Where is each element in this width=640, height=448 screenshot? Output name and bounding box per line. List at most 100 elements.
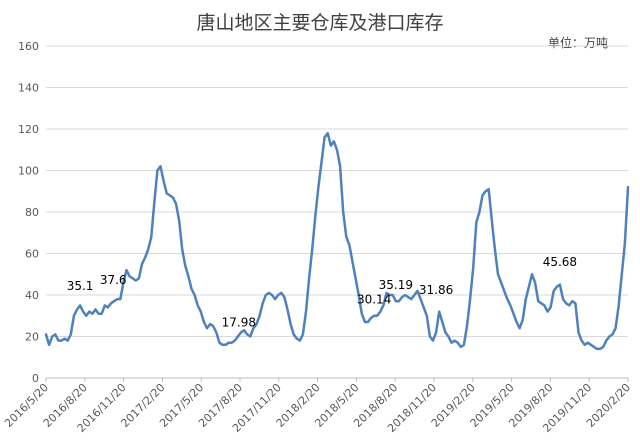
- data-point: [488, 188, 490, 190]
- data-point: [135, 280, 137, 282]
- data-point: [283, 296, 285, 298]
- data-label: 37.6: [100, 273, 127, 287]
- data-point: [191, 288, 193, 290]
- data-point: [608, 336, 610, 338]
- y-tick-label: 60: [25, 248, 39, 261]
- data-point: [494, 248, 496, 250]
- data-point: [355, 277, 357, 279]
- data-point: [392, 294, 394, 296]
- y-tick-label: 80: [25, 206, 39, 219]
- data-point: [562, 298, 564, 300]
- data-point: [116, 298, 118, 300]
- data-point: [246, 333, 248, 335]
- data-point: [522, 319, 524, 321]
- data-point: [503, 290, 505, 292]
- data-point: [605, 340, 607, 342]
- data-point: [596, 348, 598, 350]
- data-point: [624, 242, 626, 244]
- data-point: [259, 315, 261, 317]
- data-point: [271, 294, 273, 296]
- data-point: [615, 327, 617, 329]
- data-point: [485, 190, 487, 192]
- data-point: [513, 313, 515, 315]
- data-point: [584, 344, 586, 346]
- data-point: [404, 294, 406, 296]
- data-label: 17.98: [222, 316, 256, 330]
- data-point: [82, 311, 84, 313]
- data-point: [373, 315, 375, 317]
- data-point: [444, 331, 446, 333]
- data-point: [268, 292, 270, 294]
- data-point: [287, 309, 289, 311]
- data-label: 30.14: [357, 292, 391, 306]
- data-point: [85, 315, 87, 317]
- data-point: [426, 315, 428, 317]
- data-point: [441, 321, 443, 323]
- data-point: [308, 277, 310, 279]
- data-point: [478, 211, 480, 213]
- data-point: [460, 346, 462, 348]
- data-point: [290, 323, 292, 325]
- data-point: [500, 282, 502, 284]
- data-point: [175, 203, 177, 205]
- data-point: [376, 315, 378, 317]
- data-point: [593, 346, 595, 348]
- data-point: [333, 140, 335, 142]
- data-point: [451, 342, 453, 344]
- data-point: [187, 275, 189, 277]
- data-point: [469, 298, 471, 300]
- data-point: [571, 300, 573, 302]
- data-point: [516, 321, 518, 323]
- data-point: [277, 294, 279, 296]
- data-point: [602, 346, 604, 348]
- data-point: [534, 282, 536, 284]
- data-point: [574, 302, 576, 304]
- data-point: [587, 342, 589, 344]
- data-point: [612, 333, 614, 335]
- data-point: [67, 340, 69, 342]
- data-point: [398, 300, 400, 302]
- data-point: [212, 325, 214, 327]
- data-point: [311, 248, 313, 250]
- data-point: [262, 302, 264, 304]
- data-point: [98, 313, 100, 315]
- data-point: [559, 284, 561, 286]
- data-point: [153, 201, 155, 203]
- y-tick-label: 20: [25, 331, 39, 344]
- data-point: [432, 340, 434, 342]
- data-label: 31.86: [419, 283, 453, 297]
- data-point: [627, 186, 629, 188]
- data-point: [299, 340, 301, 342]
- data-point: [621, 273, 623, 275]
- data-point: [147, 248, 149, 250]
- data-point: [61, 340, 63, 342]
- data-point: [76, 309, 78, 311]
- data-point: [482, 194, 484, 196]
- data-point: [543, 304, 545, 306]
- data-point: [364, 321, 366, 323]
- y-tick-label: 100: [18, 165, 39, 178]
- data-point: [550, 306, 552, 308]
- data-point: [367, 321, 369, 323]
- data-point: [413, 294, 415, 296]
- data-point: [519, 327, 521, 329]
- data-point: [48, 344, 50, 346]
- data-point: [317, 186, 319, 188]
- data-point: [218, 342, 220, 344]
- data-point: [104, 304, 106, 306]
- y-tick-label: 0: [32, 372, 39, 385]
- data-point: [565, 302, 567, 304]
- data-point: [429, 336, 431, 338]
- data-point: [150, 236, 152, 238]
- data-label: 35.19: [379, 278, 413, 292]
- data-point: [475, 221, 477, 223]
- data-point: [472, 267, 474, 269]
- data-point: [540, 302, 542, 304]
- data-point: [194, 294, 196, 296]
- data-point: [51, 336, 53, 338]
- data-point: [209, 323, 211, 325]
- data-point: [163, 180, 165, 182]
- data-point: [423, 306, 425, 308]
- data-point: [274, 298, 276, 300]
